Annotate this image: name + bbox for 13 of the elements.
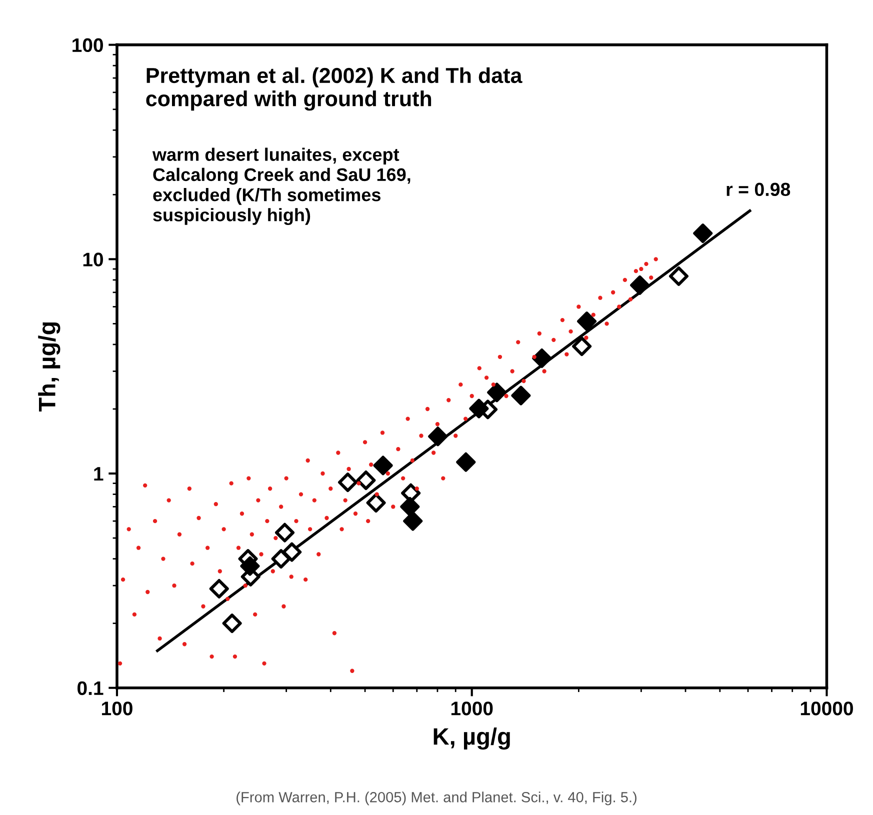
y-axis-title: Th, µg/g	[38, 322, 60, 412]
x-axis-title: K, µg/g	[434, 728, 510, 750]
annotation: r = 0.98	[726, 182, 790, 196]
y-tick-label: 0.1	[78, 681, 104, 696]
y-tick-label: 10	[83, 252, 103, 266]
text: Prettyman et al. (2002) K and Th data compared with ground truth	[146, 67, 522, 111]
text: warm desert lunaites, except Calcalong Creek and SaU 169, excluded (K/Th sometimes suspiciously high)	[152, 148, 410, 226]
y-tick-label: 1	[94, 467, 104, 481]
x-tick-label: 10000	[800, 702, 853, 716]
x-tick-label: 100	[102, 702, 132, 716]
text: (From Warren, P.H. (2005) Met. and Planet. Sci., v. 40, Fig. 5.)	[236, 792, 636, 806]
x-tick-label: 1000	[451, 702, 493, 716]
y-tick-label: 100	[72, 38, 103, 52]
